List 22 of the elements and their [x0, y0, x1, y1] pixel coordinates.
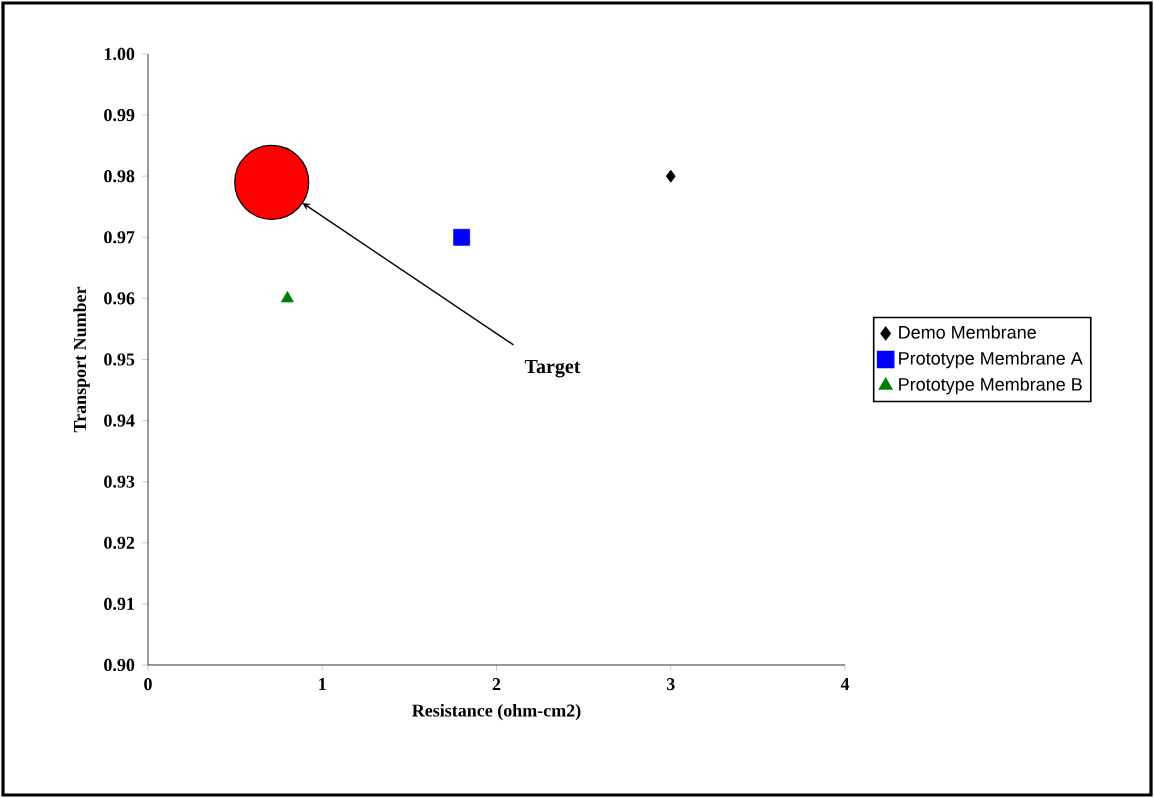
annotation: Target: [524, 359, 581, 378]
y-tick-label: 0.90: [104, 658, 135, 672]
x-tick-label: 2: [492, 678, 501, 690]
y-tick-label: 0.98: [104, 170, 135, 183]
x-tick-label: 3: [666, 678, 675, 691]
y-tick-label: 1.00: [104, 47, 135, 61]
x-axis-title: Resistance (ohm-cm2): [412, 703, 581, 721]
y-tick-label: 0.99: [104, 108, 135, 122]
legend-label: Demo Membrane: [899, 325, 1036, 339]
legend-label: Prototype Membrane B: [899, 377, 1082, 395]
x-tick-label: 1: [319, 678, 326, 690]
y-tick-label: 0.95: [104, 353, 135, 366]
y-tick-label: 0.96: [104, 292, 135, 305]
y-tick-label: 0.93: [104, 475, 135, 488]
y-tick-label: 0.91: [104, 597, 134, 611]
x-tick-label: 0: [144, 678, 152, 691]
y-axis-title: Transport Number: [73, 286, 90, 433]
y-tick-label: 0.97: [104, 231, 135, 244]
y-tick-label: 0.92: [104, 536, 135, 549]
y-tick-label: 0.94: [104, 414, 135, 427]
legend-label: Prototype Membrane A: [899, 351, 1083, 369]
x-tick-label: 4: [840, 678, 850, 690]
